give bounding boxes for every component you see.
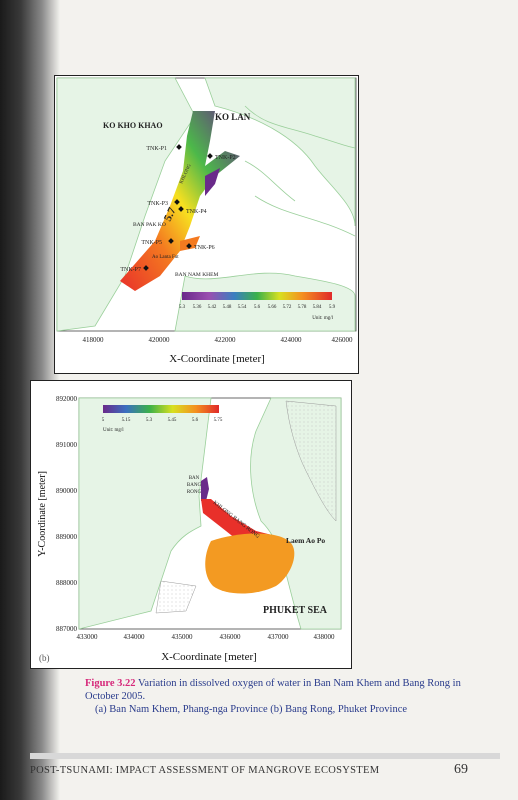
x-tick-label: 434000 [124, 633, 146, 641]
y-tick-label: 891000 [56, 441, 78, 449]
station-label: TNK-P3 [147, 201, 168, 207]
caption-label: Figure 3.22 [85, 678, 136, 689]
x-tick-label: 438000 [314, 633, 336, 641]
caption-text: Variation in dissolved oxygen of water i… [85, 678, 461, 702]
station-marker [207, 153, 213, 159]
y-tick-label: 890000 [56, 487, 78, 495]
x-tick-label: 435000 [172, 633, 194, 641]
shoreline-line [254, 195, 356, 237]
contour-label: 5.7 [162, 205, 179, 223]
x-tick-labels: 418000 420000 422000 424000 426000 [83, 336, 354, 344]
y-tick-label: 887000 [56, 625, 78, 633]
x-tick-label: 437000 [268, 633, 290, 641]
legend-value: 5.72 [283, 305, 292, 310]
station-marker [168, 238, 174, 244]
caption-line-2: (a) Ban Nam Khem, Phang-nga Province (b)… [95, 704, 408, 715]
legend-color-bar [182, 292, 332, 300]
x-tick-label: 418000 [83, 336, 105, 344]
legend-value: 5.75 [214, 418, 223, 423]
shoreline-line [244, 160, 296, 202]
station-marker [143, 265, 149, 271]
island-ko-lan [204, 77, 356, 227]
station-marker [176, 144, 182, 150]
legend-value: 5.42 [208, 305, 217, 310]
legend-values: 5 5.15 5.3 5.45 5.6 5.75 [102, 418, 223, 423]
legend-value: 5.66 [268, 305, 277, 310]
legend-value: 5.78 [298, 305, 307, 310]
y-tick-label: 888000 [56, 579, 78, 587]
station-label: TNK-P2 [215, 155, 236, 161]
do-channel [201, 477, 209, 501]
station-label: TNK-P4 [186, 209, 207, 215]
place-label: KO LAN [215, 112, 251, 122]
land-south [174, 272, 356, 332]
x-tick-label: 420000 [149, 336, 171, 344]
place-label: BAN NAM KHEM [175, 272, 219, 278]
place-label: Laem Ao Po [286, 536, 325, 545]
figure-a-panel: KO KHO KHAO KO LAN BAN PAK KO BAN NAM KH… [54, 75, 359, 374]
x-tick-label: 426000 [332, 336, 354, 344]
land-region [78, 397, 212, 630]
x-tick-label: 424000 [281, 336, 303, 344]
x-tick-label: 436000 [220, 633, 242, 641]
y-axis-title: Y-Coordinate [meter] [37, 471, 48, 557]
channel-label: Ao Lanta Fut [152, 255, 179, 260]
legend-value: 5.84 [313, 305, 322, 310]
do-plume-branch [180, 236, 200, 251]
station-marker [174, 199, 180, 205]
x-tick-label: 433000 [77, 633, 99, 641]
x-tick-label: 422000 [215, 336, 237, 344]
station-marker [186, 243, 192, 249]
panel-label: (b) [39, 653, 50, 663]
figure-a-map: KO KHO KHAO KO LAN BAN PAK KO BAN NAM KH… [56, 77, 357, 365]
legend-value: 5.54 [238, 305, 247, 310]
x-axis-title: X-Coordinate [meter] [169, 353, 265, 365]
figure-caption: Figure 3.22 Variation in dissolved oxyge… [85, 677, 485, 716]
place-label: BAN [189, 476, 200, 481]
place-label: PHUKET SEA [263, 605, 328, 616]
shoreline-line [244, 105, 356, 149]
legend-unit: Unit: mg/l [312, 316, 333, 321]
station-label: TNK-P7 [120, 267, 141, 273]
x-tick-labels: 433000 434000 435000 436000 437000 43800… [77, 633, 336, 641]
legend-value: 5 [102, 418, 105, 423]
do-bay [205, 533, 295, 594]
legend-color-bar [103, 405, 219, 413]
x-axis-title: X-Coordinate [meter] [161, 651, 257, 663]
y-tick-label: 889000 [56, 533, 78, 541]
caption-line-1: Figure 3.22 Variation in dissolved oxyge… [85, 677, 485, 703]
mangrove-hatched [285, 400, 337, 522]
place-label: RONG [187, 490, 202, 495]
legend-value: 5.6 [192, 418, 199, 423]
place-label: KO KHO KHAO [103, 121, 163, 130]
legend-unit: Unit: mg/l [103, 428, 124, 433]
station-marker [178, 206, 184, 212]
station-label: TNK-P5 [141, 240, 162, 246]
legend-value: 5.36 [193, 305, 202, 310]
do-plume [120, 111, 240, 291]
do-plume-branch [205, 168, 220, 196]
mangrove-hatched [155, 580, 197, 614]
y-tick-labels: 892000 891000 890000 889000 888000 88700… [56, 395, 78, 633]
footer-rule [30, 753, 500, 759]
legend-value: 5.3 [146, 418, 153, 423]
legend-value: 5.48 [223, 305, 232, 310]
y-tick-label: 892000 [56, 395, 78, 403]
station-label: TNK-P1 [146, 146, 167, 152]
legend-value: 5.6 [254, 305, 261, 310]
legend-values: 5.3 5.36 5.42 5.48 5.54 5.6 5.66 5.72 5.… [179, 305, 336, 310]
legend-value: 5.3 [179, 305, 186, 310]
place-label: BANG [187, 483, 202, 488]
land-region [56, 77, 196, 332]
legend-value: 5.15 [122, 418, 131, 423]
legend-value: 5.9 [329, 305, 336, 310]
figure-b-map: BAN BANG RONG KHLONG BANG RONG Laem Ao P… [37, 395, 342, 663]
page-number: 69 [454, 762, 468, 777]
legend-value: 5.45 [168, 418, 177, 423]
running-footer: POST-TSUNAMI: IMPACT ASSESSMENT OF MANGR… [30, 765, 380, 776]
place-label: BAN PAK KO [133, 222, 166, 228]
station-label: TNK-P6 [194, 245, 215, 251]
figure-b-panel: BAN BANG RONG KHLONG BANG RONG Laem Ao P… [30, 380, 352, 669]
station-markers [143, 144, 213, 271]
